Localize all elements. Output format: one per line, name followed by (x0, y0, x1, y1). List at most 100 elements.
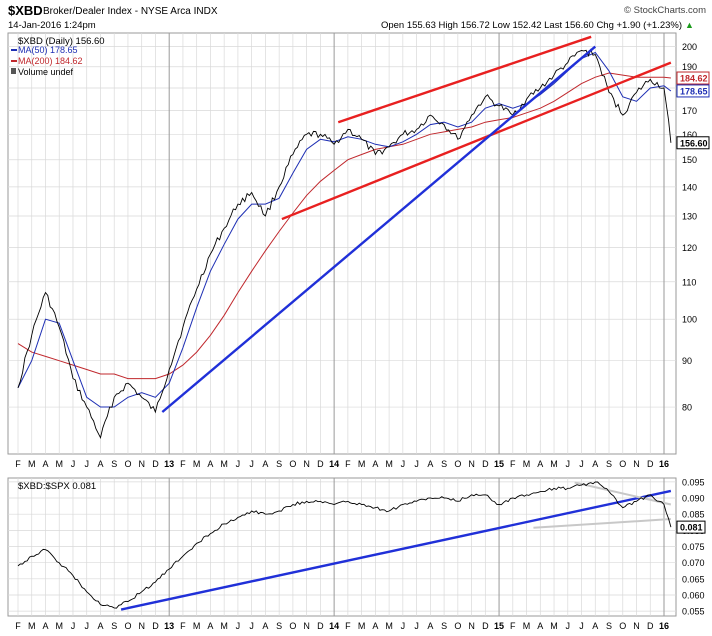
price-tick-label: 120 (682, 243, 697, 253)
price-month-label: A (42, 459, 48, 469)
ratio-month-label: A (427, 621, 433, 631)
ratio-tick-label: 0.065 (682, 574, 705, 584)
ratio-month-label: M (385, 621, 393, 631)
price-series-title: $XBD (Daily) 156.60 (18, 36, 105, 47)
ratio-month-label: A (592, 621, 598, 631)
ratio-month-label: D (317, 621, 324, 631)
price-month-label: N (633, 459, 640, 469)
chart-date: 14-Jan-2016 1:24pm (8, 20, 96, 31)
last-value-box (676, 136, 710, 150)
ratio-month-label: J (84, 621, 89, 631)
ratio-month-label: O (619, 621, 626, 631)
ratio-month-label: 14 (329, 621, 339, 631)
price-month-label: D (482, 459, 489, 469)
ratio-month-label: A (262, 621, 268, 631)
ratio-month-label: F (15, 621, 21, 631)
price-month-label: J (71, 459, 76, 469)
price-month-label: J (84, 459, 89, 469)
price-month-label: 16 (659, 459, 669, 469)
price-month-label: 15 (494, 459, 504, 469)
ratio-trendline-gray-lower (533, 518, 671, 529)
price-month-label: D (152, 459, 159, 469)
price-month-label: A (97, 459, 103, 469)
ratio-trendline-support (120, 489, 672, 611)
volume-legend-swatch (11, 68, 16, 74)
price-month-label: M (193, 459, 201, 469)
price-month-axis: F M A M J J A S O N D 13 F M A M J J A S O N D 14 F M A M J J A S O N D 15 F… (15, 459, 669, 469)
price-month-label: N (138, 459, 145, 469)
price-month-label: M (220, 459, 228, 469)
price-month-label: M (385, 459, 393, 469)
price-month-label: J (414, 459, 419, 469)
price-tick-label: 170 (682, 106, 697, 116)
ratio-grid (8, 478, 676, 616)
price-month-label: J (579, 459, 584, 469)
ratio-month-label: M (550, 621, 558, 631)
ratio-tick-label: 0.085 (682, 510, 705, 520)
ratio-month-label: M (28, 621, 36, 631)
ratio-month-label: A (42, 621, 48, 631)
price-trendline-support (161, 45, 597, 413)
ratio-month-label: J (401, 621, 406, 631)
price-month-label: S (441, 459, 447, 469)
price-month-label: A (592, 459, 598, 469)
price-month-label: D (647, 459, 654, 469)
price-month-label: F (180, 459, 186, 469)
ratio-month-label: N (138, 621, 145, 631)
ratio-month-label: N (468, 621, 475, 631)
ratio-tick-label: 0.055 (682, 607, 705, 617)
price-panel-frame (7, 32, 677, 455)
ratio-month-label: F (345, 621, 351, 631)
ratio-month-label: J (236, 621, 241, 631)
ratio-month-label: O (124, 621, 131, 631)
ratio-month-label: N (633, 621, 640, 631)
ratio-series-title: $XBD:$SPX 0.081 (18, 481, 96, 492)
ratio-panel-frame (7, 477, 677, 617)
ratio-line (17, 481, 672, 609)
ratio-month-label: M (220, 621, 228, 631)
last-value-label: 156.60 (680, 138, 708, 148)
ratio-month-label: M (55, 621, 63, 631)
index-name: Broker/Dealer Index - NYSE Arca INDX (43, 6, 218, 17)
ma50-line (17, 51, 672, 408)
price-month-label: M (28, 459, 36, 469)
ratio-month-label: M (193, 621, 201, 631)
ratio-last-value-label: 0.081 (680, 523, 703, 533)
change-up-arrow-icon: ▲ (685, 20, 694, 30)
ratio-month-label: 15 (494, 621, 504, 631)
ratio-month-label: J (249, 621, 254, 631)
price-plot: 184.62 178.65 156.60 (17, 35, 710, 440)
price-trendline-channel-lower (281, 61, 672, 221)
ratio-month-label: F (180, 621, 186, 631)
price-month-label: F (345, 459, 351, 469)
price-month-label: O (124, 459, 131, 469)
ratio-tick-label: 0.095 (682, 477, 705, 487)
ratio-month-label: A (207, 621, 213, 631)
ratio-month-label: S (276, 621, 282, 631)
price-month-label: F (15, 459, 21, 469)
ratio-month-label: J (566, 621, 571, 631)
last-value-label: 184.62 (680, 74, 708, 84)
price-tick-label: 130 (682, 212, 697, 222)
price-month-label: F (510, 459, 516, 469)
ratio-month-label: J (579, 621, 584, 631)
price-month-label: O (454, 459, 461, 469)
ratio-month-label: F (510, 621, 516, 631)
ratio-month-label: O (454, 621, 461, 631)
price-month-label: A (537, 459, 543, 469)
ratio-month-label: M (358, 621, 366, 631)
price-month-label: J (236, 459, 241, 469)
ratio-last-value-box (676, 520, 706, 534)
price-month-label: A (372, 459, 378, 469)
ratio-month-label: 16 (659, 621, 669, 631)
price-month-label: A (427, 459, 433, 469)
price-line (17, 48, 672, 440)
price-tick-label: 160 (682, 130, 697, 140)
price-grid (8, 33, 676, 454)
ratio-month-label: D (647, 621, 654, 631)
price-month-label: M (523, 459, 531, 469)
ratio-trendline-gray-upper (574, 481, 672, 506)
ratio-tick-label: 0.070 (682, 558, 705, 568)
ratio-month-label: A (97, 621, 103, 631)
